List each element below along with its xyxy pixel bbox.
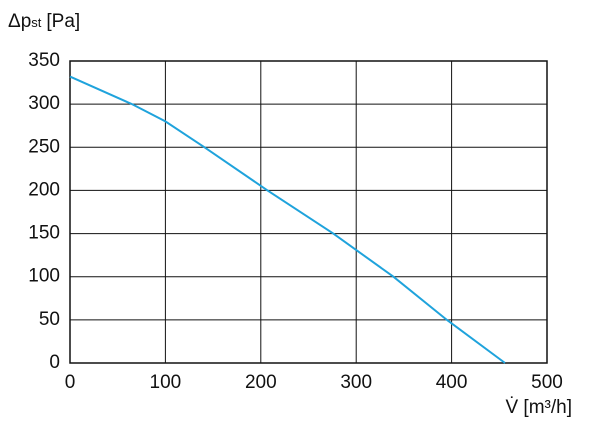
y-label-main: Δp (8, 11, 31, 32)
y-tick-label: 350 (28, 50, 60, 71)
x-tick-label: 300 (340, 372, 372, 393)
y-label-unit: [Pa] (46, 11, 80, 32)
y-tick-label: 50 (39, 309, 60, 330)
y-axis-label: Δpst [Pa] (8, 11, 80, 32)
plot-frame (69, 60, 548, 364)
x-axis-label: V̇ [m³/h] (505, 397, 572, 418)
x-tick-label: 0 (65, 372, 76, 393)
y-tick-label: 150 (28, 223, 60, 244)
x-tick-label: 100 (150, 372, 182, 393)
y-tick-label: 250 (28, 136, 60, 157)
y-tick-label: 300 (28, 93, 60, 114)
x-tick-label: 500 (531, 372, 563, 393)
y-label-sub: st (31, 15, 42, 30)
x-tick-label: 200 (245, 372, 277, 393)
y-tick-label: 100 (28, 266, 60, 287)
y-tick-label: 200 (28, 179, 60, 200)
y-tick-label: 0 (49, 352, 60, 373)
data-line (69, 75, 506, 364)
x-tick-label: 400 (436, 372, 468, 393)
